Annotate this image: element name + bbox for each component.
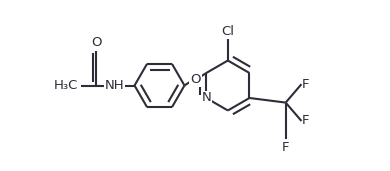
Text: O: O [190, 73, 200, 86]
Text: N: N [201, 91, 211, 104]
Text: NH: NH [105, 79, 125, 92]
Text: H₃C: H₃C [54, 79, 78, 92]
Text: F: F [302, 78, 310, 91]
Text: F: F [282, 141, 289, 154]
Text: O: O [91, 36, 102, 49]
Text: Cl: Cl [222, 25, 234, 38]
Text: F: F [302, 114, 310, 128]
